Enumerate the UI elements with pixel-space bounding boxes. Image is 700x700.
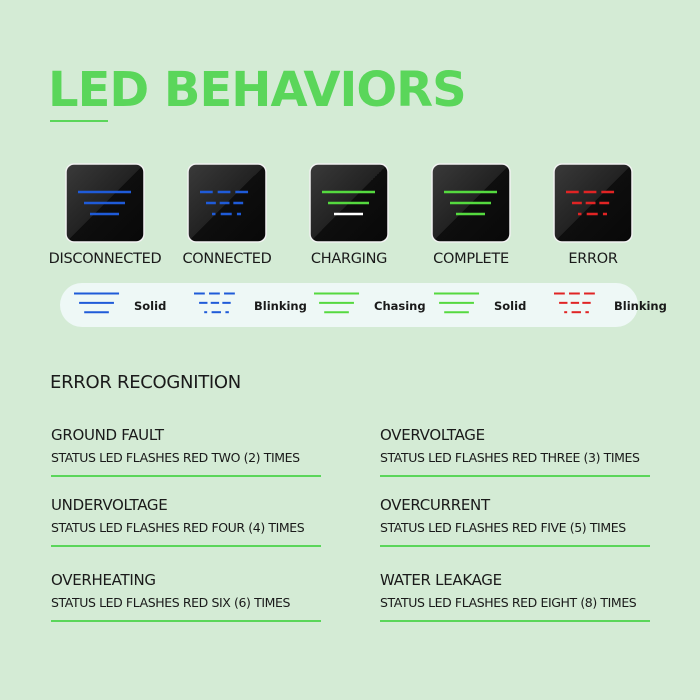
legend-label: Solid bbox=[494, 299, 527, 313]
error-item: WATER LEAKAGE STATUS LED FLASHES RED EIGH… bbox=[380, 571, 650, 622]
divider bbox=[51, 620, 321, 622]
error-description: STATUS LED FLASHES RED FOUR (4) TIMES bbox=[51, 520, 305, 535]
led-label: CONNECTED bbox=[182, 251, 272, 267]
led-indicator-disconnected bbox=[65, 163, 145, 243]
error-item: UNDERVOLTAGE STATUS LED FLASHES RED FOUR … bbox=[51, 496, 321, 547]
error-title: OVERCURRENT bbox=[380, 496, 490, 514]
error-description: STATUS LED FLASHES RED SIX (6) TIMES bbox=[51, 595, 291, 610]
legend-label: Blinking bbox=[254, 299, 307, 313]
led-pattern-icon bbox=[314, 292, 360, 314]
led-pattern-icon bbox=[194, 292, 235, 314]
error-title: UNDERVOLTAGE bbox=[51, 496, 168, 514]
error-description: STATUS LED FLASHES RED EIGHT (8) TIMES bbox=[380, 595, 637, 610]
led-pattern-icon bbox=[554, 292, 595, 314]
error-item: OVERHEATING STATUS LED FLASHES RED SIX (6… bbox=[51, 571, 321, 622]
error-title: OVERVOLTAGE bbox=[380, 426, 485, 444]
error-title: GROUND FAULT bbox=[51, 426, 164, 444]
led-pattern-icon bbox=[74, 292, 120, 314]
divider bbox=[51, 545, 321, 547]
error-description: STATUS LED FLASHES RED THREE (3) TIMES bbox=[380, 450, 640, 465]
led-indicator-error bbox=[553, 163, 633, 243]
error-title: WATER LEAKAGE bbox=[380, 571, 502, 589]
legend: Solid Blinking Chasing Solid Blinking bbox=[60, 283, 667, 327]
error-title: OVERHEATING bbox=[51, 571, 156, 589]
error-recognition-heading: ERROR RECOGNITION bbox=[50, 372, 241, 393]
legend-label: Solid bbox=[134, 299, 167, 313]
title-underline bbox=[50, 120, 108, 122]
error-description: STATUS LED FLASHES RED FIVE (5) TIMES bbox=[380, 520, 626, 535]
page-title: LED BEHAVIORS bbox=[48, 62, 467, 118]
led-indicator-connected bbox=[187, 163, 267, 243]
led-pattern-icon bbox=[434, 292, 480, 314]
error-item: OVERVOLTAGE STATUS LED FLASHES RED THREE … bbox=[380, 426, 650, 477]
led-label: CHARGING bbox=[310, 251, 388, 267]
error-item: GROUND FAULT STATUS LED FLASHES RED TWO (… bbox=[51, 426, 321, 477]
led-label: ERROR bbox=[568, 251, 618, 267]
divider bbox=[51, 475, 321, 477]
error-item: OVERCURRENT STATUS LED FLASHES RED FIVE (… bbox=[380, 496, 650, 547]
error-description: STATUS LED FLASHES RED TWO (2) TIMES bbox=[51, 450, 300, 465]
divider bbox=[380, 545, 650, 547]
legend-label: Blinking bbox=[614, 299, 667, 313]
led-indicator-charging bbox=[309, 163, 389, 243]
divider bbox=[380, 620, 650, 622]
led-label: DISCONNECTED bbox=[48, 251, 162, 267]
led-indicator-complete bbox=[431, 163, 511, 243]
divider bbox=[380, 475, 650, 477]
legend-label: Chasing bbox=[374, 299, 426, 313]
led-label: COMPLETE bbox=[433, 251, 509, 267]
